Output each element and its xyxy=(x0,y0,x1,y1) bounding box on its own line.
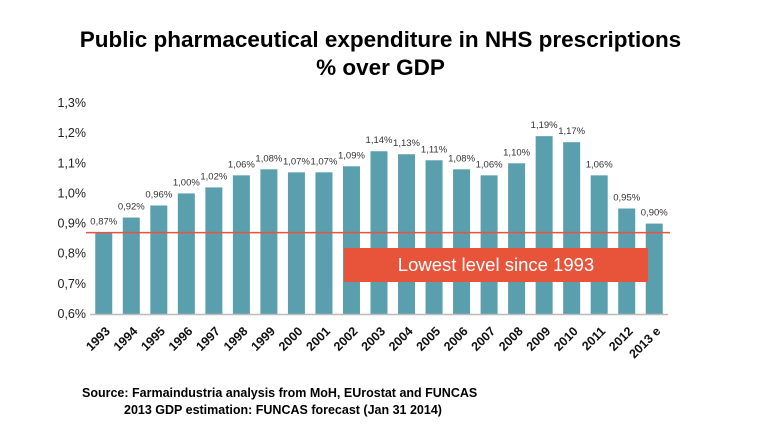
x-tick-label: 2002 xyxy=(331,324,361,354)
x-tick-label: 1996 xyxy=(166,324,196,354)
y-tick-label: 1,1% xyxy=(58,156,87,170)
bar xyxy=(480,175,498,314)
source-note: Source: Farmaindustria analysis from MoH… xyxy=(82,386,478,400)
x-tick-label: 2000 xyxy=(276,324,306,354)
x-tick-label: 1997 xyxy=(193,324,223,354)
x-tick-label: 1999 xyxy=(248,324,278,354)
data-label: 1,08% xyxy=(448,153,475,164)
data-label: 1,10% xyxy=(503,147,530,158)
x-tick-label: 2004 xyxy=(386,324,416,354)
x-tick-label: 2009 xyxy=(524,324,554,354)
data-label: 1,02% xyxy=(200,171,227,182)
x-tick-label: 2006 xyxy=(441,324,471,354)
y-tick-label: 0,6% xyxy=(58,307,87,321)
bar xyxy=(177,193,195,314)
chart-subtitle: % over GDP xyxy=(316,55,445,80)
y-tick-label: 1,2% xyxy=(58,126,87,140)
y-tick-label: 0,9% xyxy=(58,217,87,231)
data-label: 1,19% xyxy=(531,120,558,131)
x-tick-label: 1994 xyxy=(111,324,141,354)
bar xyxy=(425,160,443,314)
bar xyxy=(205,187,223,314)
bar xyxy=(232,175,250,314)
data-label: 0,87% xyxy=(90,217,117,228)
chart-title: Public pharmaceutical expenditure in NHS… xyxy=(79,27,682,52)
data-label: 1,06% xyxy=(476,159,503,170)
x-tick-label: 2010 xyxy=(551,324,581,354)
bar xyxy=(645,223,663,314)
y-tick-label: 1,0% xyxy=(58,186,87,200)
data-label: 1,07% xyxy=(283,156,310,167)
data-label: 1,07% xyxy=(310,156,337,167)
data-label: 1,14% xyxy=(366,135,393,146)
x-tick-label: 2008 xyxy=(496,324,526,354)
bar xyxy=(453,169,471,314)
data-label: 0,90% xyxy=(641,208,668,219)
y-tick-label: 0,8% xyxy=(58,247,87,261)
x-tick-label: 2013 e xyxy=(626,324,663,361)
x-tick-label: 2005 xyxy=(414,324,444,354)
y-tick-label: 1,3% xyxy=(58,96,87,110)
bar xyxy=(590,175,608,314)
bar xyxy=(398,154,416,314)
bar xyxy=(122,217,140,314)
data-label: 1,17% xyxy=(558,126,585,137)
bar xyxy=(260,169,278,314)
bar xyxy=(508,163,526,314)
data-label: 0,95% xyxy=(613,193,640,204)
x-tick-label: 1998 xyxy=(221,324,251,354)
bar xyxy=(535,136,553,314)
data-label: 0,92% xyxy=(118,202,145,213)
x-tick-label: 2007 xyxy=(469,324,499,354)
data-label: 1,11% xyxy=(421,144,448,155)
data-label: 1,06% xyxy=(586,159,613,170)
bar xyxy=(95,232,113,314)
bar xyxy=(287,172,305,314)
x-tick-label: 2001 xyxy=(304,324,334,354)
data-label: 1,13% xyxy=(393,138,420,149)
x-tick-label: 2003 xyxy=(359,324,389,354)
data-label: 1,08% xyxy=(255,153,282,164)
data-label: 1,06% xyxy=(228,159,255,170)
gdp-estimation-note: 2013 GDP estimation: FUNCAS forecast (Ja… xyxy=(124,403,442,417)
bar xyxy=(150,205,168,314)
data-label: 0,96% xyxy=(145,189,172,200)
x-tick-label: 1995 xyxy=(138,324,168,354)
bar xyxy=(315,172,333,314)
bar xyxy=(342,166,360,314)
bar xyxy=(563,142,581,314)
x-tick-label: 2011 xyxy=(579,324,608,353)
data-label: 1,09% xyxy=(338,150,365,161)
lowest-level-annotation: Lowest level since 1993 xyxy=(344,248,648,282)
y-tick-label: 0,7% xyxy=(58,277,87,291)
x-tick-label: 1993 xyxy=(83,324,113,354)
data-label: 1,00% xyxy=(173,177,200,188)
